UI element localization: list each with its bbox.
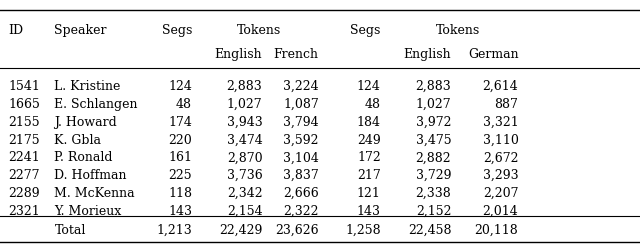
Text: Segs: Segs — [351, 24, 381, 37]
Text: Tokens: Tokens — [237, 24, 282, 37]
Text: 2,338: 2,338 — [415, 187, 451, 200]
Text: 174: 174 — [168, 116, 192, 129]
Text: 1,258: 1,258 — [345, 224, 381, 237]
Text: 3,729: 3,729 — [416, 169, 451, 182]
Text: 217: 217 — [357, 169, 381, 182]
Text: 3,104: 3,104 — [283, 151, 319, 164]
Text: K. Gbla: K. Gbla — [54, 133, 101, 147]
Text: M. McKenna: M. McKenna — [54, 187, 135, 200]
Text: J. Howard: J. Howard — [54, 116, 117, 129]
Text: 2,666: 2,666 — [283, 187, 319, 200]
Text: 22,429: 22,429 — [219, 224, 262, 237]
Text: 1,213: 1,213 — [156, 224, 192, 237]
Text: 2,207: 2,207 — [483, 187, 518, 200]
Text: 3,837: 3,837 — [283, 169, 319, 182]
Text: 1,087: 1,087 — [283, 98, 319, 111]
Text: 2,882: 2,882 — [415, 151, 451, 164]
Text: 2,883: 2,883 — [227, 80, 262, 93]
Text: D. Hoffman: D. Hoffman — [54, 169, 127, 182]
Text: 3,794: 3,794 — [283, 116, 319, 129]
Text: 2289: 2289 — [8, 187, 40, 200]
Text: 2,672: 2,672 — [483, 151, 518, 164]
Text: 161: 161 — [168, 151, 192, 164]
Text: 3,475: 3,475 — [415, 133, 451, 147]
Text: E. Schlangen: E. Schlangen — [54, 98, 138, 111]
Text: 20,118: 20,118 — [475, 224, 518, 237]
Text: 1,027: 1,027 — [415, 98, 451, 111]
Text: 2,870: 2,870 — [227, 151, 262, 164]
Text: 118: 118 — [168, 187, 192, 200]
Text: 225: 225 — [168, 169, 192, 182]
Text: 2321: 2321 — [8, 205, 40, 218]
Text: 3,972: 3,972 — [416, 116, 451, 129]
Text: 1,027: 1,027 — [227, 98, 262, 111]
Text: P. Ronald: P. Ronald — [54, 151, 113, 164]
Text: 23,626: 23,626 — [275, 224, 319, 237]
Text: Segs: Segs — [162, 24, 192, 37]
Text: 3,110: 3,110 — [483, 133, 518, 147]
Text: 184: 184 — [357, 116, 381, 129]
Text: 2,342: 2,342 — [227, 187, 262, 200]
Text: 887: 887 — [495, 98, 518, 111]
Text: 48: 48 — [365, 98, 381, 111]
Text: 124: 124 — [168, 80, 192, 93]
Text: 3,736: 3,736 — [227, 169, 262, 182]
Text: 1541: 1541 — [8, 80, 40, 93]
Text: Speaker: Speaker — [54, 24, 107, 37]
Text: 2,014: 2,014 — [483, 205, 518, 218]
Text: 143: 143 — [168, 205, 192, 218]
Text: 2,322: 2,322 — [284, 205, 319, 218]
Text: 48: 48 — [176, 98, 192, 111]
Text: 124: 124 — [357, 80, 381, 93]
Text: French: French — [274, 48, 319, 61]
Text: 2241: 2241 — [8, 151, 40, 164]
Text: 143: 143 — [357, 205, 381, 218]
Text: German: German — [468, 48, 518, 61]
Text: 2,614: 2,614 — [483, 80, 518, 93]
Text: L. Kristine: L. Kristine — [54, 80, 121, 93]
Text: 3,293: 3,293 — [483, 169, 518, 182]
Text: 2277: 2277 — [8, 169, 40, 182]
Text: 220: 220 — [168, 133, 192, 147]
Text: Tokens: Tokens — [435, 24, 480, 37]
Text: English: English — [404, 48, 451, 61]
Text: English: English — [215, 48, 262, 61]
Text: 3,943: 3,943 — [227, 116, 262, 129]
Text: 2155: 2155 — [8, 116, 40, 129]
Text: 249: 249 — [357, 133, 381, 147]
Text: 2175: 2175 — [8, 133, 40, 147]
Text: Total: Total — [54, 224, 86, 237]
Text: Y. Morieux: Y. Morieux — [54, 205, 122, 218]
Text: 3,592: 3,592 — [284, 133, 319, 147]
Text: 22,458: 22,458 — [408, 224, 451, 237]
Text: 1665: 1665 — [8, 98, 40, 111]
Text: 3,474: 3,474 — [227, 133, 262, 147]
Text: 172: 172 — [357, 151, 381, 164]
Text: 3,224: 3,224 — [283, 80, 319, 93]
Text: 2,152: 2,152 — [416, 205, 451, 218]
Text: 2,154: 2,154 — [227, 205, 262, 218]
Text: 3,321: 3,321 — [483, 116, 518, 129]
Text: 121: 121 — [357, 187, 381, 200]
Text: 2,883: 2,883 — [415, 80, 451, 93]
Text: ID: ID — [8, 24, 24, 37]
